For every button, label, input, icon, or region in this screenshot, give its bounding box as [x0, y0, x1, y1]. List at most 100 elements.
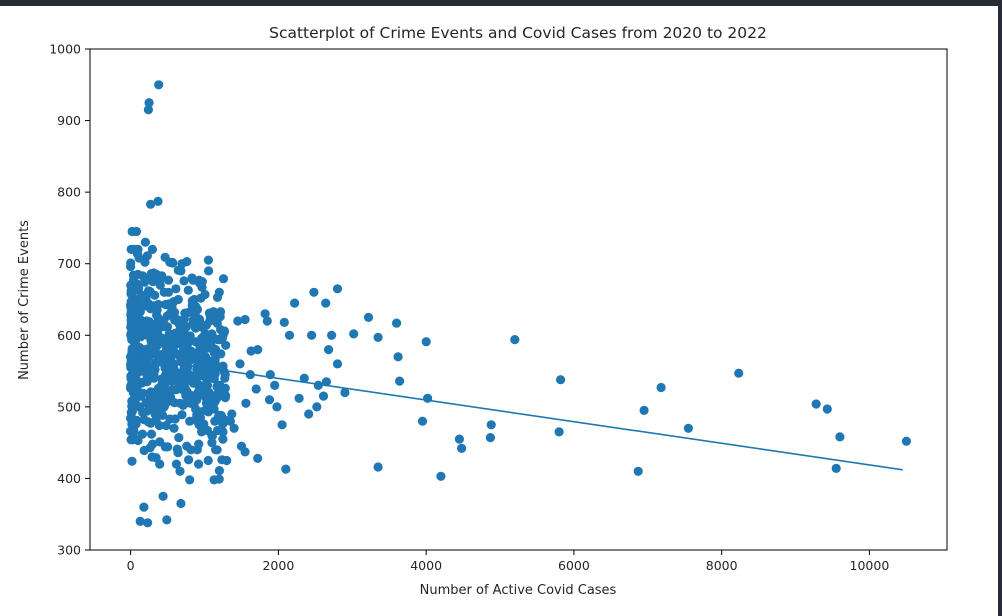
scatter-point: [163, 275, 174, 285]
scatter-point: [157, 271, 167, 281]
scatter-point: [734, 368, 744, 378]
scatter-point: [822, 404, 832, 414]
scatter-point: [127, 413, 137, 423]
scatter-point: [633, 466, 643, 476]
scatter-point: [164, 299, 174, 309]
x-tick-label: 0: [127, 558, 135, 573]
scatter-point: [332, 284, 343, 294]
scatter-point: [327, 330, 337, 340]
scatter-point: [215, 307, 226, 317]
scatter-point: [148, 439, 158, 449]
scatter-point: [140, 274, 150, 285]
scatter-point: [150, 395, 160, 405]
scatter-point: [209, 404, 219, 414]
scatter-point: [290, 298, 300, 308]
scatter-point: [340, 387, 350, 398]
scatter-point: [143, 417, 153, 427]
scatter-point: [294, 393, 304, 403]
scatter-point: [126, 372, 136, 383]
scatter-point: [156, 338, 166, 348]
scatter-point: [216, 349, 226, 359]
scatter-point: [208, 307, 219, 317]
scatter-point: [174, 433, 184, 443]
scatter-point: [169, 423, 179, 433]
scatter-point: [204, 266, 214, 276]
scatter-point: [194, 459, 204, 469]
scatter-point: [195, 341, 205, 351]
scatter-point: [219, 326, 229, 336]
scatter-point: [137, 290, 147, 300]
scatter-point: [128, 403, 138, 413]
y-axis: 300 400 500 600 700 800 900 1000: [49, 42, 90, 558]
scatter-point: [173, 294, 183, 305]
scatter-point: [260, 309, 270, 319]
scatter-point: [240, 314, 250, 325]
x-tick-label: 10000: [850, 558, 890, 573]
scatter-point: [246, 346, 256, 356]
scatter-point: [146, 429, 157, 439]
scatter-point: [212, 292, 223, 302]
scatter-point: [158, 491, 168, 501]
scatter-point: [160, 442, 170, 452]
scatter-point: [235, 359, 245, 369]
scatter-point: [150, 290, 160, 300]
points-layer: [126, 80, 912, 528]
scatter-point: [221, 340, 231, 350]
scatter-point: [128, 270, 138, 280]
x-axis-label: Number of Active Covid Cases: [420, 583, 617, 598]
scatter-point: [454, 434, 464, 444]
scatter-point: [154, 420, 164, 431]
scatter-point: [277, 420, 287, 430]
scatter-point: [200, 330, 210, 340]
scatter-point: [171, 459, 181, 469]
scatter-point: [229, 423, 239, 433]
scatter-point: [163, 347, 173, 358]
scatter-point: [373, 462, 383, 472]
scatter-point: [139, 445, 149, 456]
scatter-point: [149, 403, 159, 413]
scatter-point: [220, 383, 230, 393]
scatter-point: [165, 414, 175, 424]
x-tick-label: 4000: [410, 558, 442, 573]
scatter-point: [131, 394, 141, 404]
scatter-point: [831, 463, 841, 473]
scatter-point: [126, 280, 136, 290]
scatter-point: [218, 434, 228, 444]
chart-title: Scatterplot of Crime Events and Covid Ca…: [269, 24, 767, 42]
scatter-point: [200, 405, 210, 415]
scatter-point: [212, 425, 223, 436]
scatter-point: [151, 453, 161, 463]
scatter-point: [262, 316, 272, 326]
scatter-point: [233, 316, 243, 326]
scatter-point: [207, 370, 218, 380]
scatter-point: [272, 402, 282, 412]
scatter-point: [160, 360, 170, 370]
scatter-point: [154, 80, 164, 90]
scatter-point: [143, 344, 153, 354]
scatter-point: [126, 300, 136, 310]
y-tick-label: 1000: [49, 42, 81, 57]
scatter-point: [318, 391, 329, 401]
scatter-point: [683, 423, 694, 433]
scatter-point: [457, 443, 467, 453]
y-tick-label: 800: [57, 185, 81, 200]
scatter-point: [214, 474, 224, 484]
y-tick-label: 600: [57, 328, 81, 343]
scatter-point: [216, 410, 226, 420]
scatter-point: [139, 502, 149, 512]
scatter-point: [152, 319, 162, 329]
scatter-point: [264, 395, 275, 405]
scatter-point: [172, 444, 182, 454]
scatter-point: [393, 352, 403, 362]
scatter-point: [835, 432, 845, 442]
scatter-point: [153, 327, 163, 337]
scatter-point: [133, 244, 143, 254]
scatter-point: [183, 285, 193, 295]
scatter-point: [217, 333, 227, 343]
x-axis: 0 2000 4000 6000 8000 10000: [127, 550, 890, 573]
scatter-point: [143, 105, 153, 115]
scatter-point: [148, 272, 158, 282]
scatter-point: [184, 455, 194, 465]
scatter-point: [321, 377, 331, 387]
scatter-point: [253, 453, 263, 463]
